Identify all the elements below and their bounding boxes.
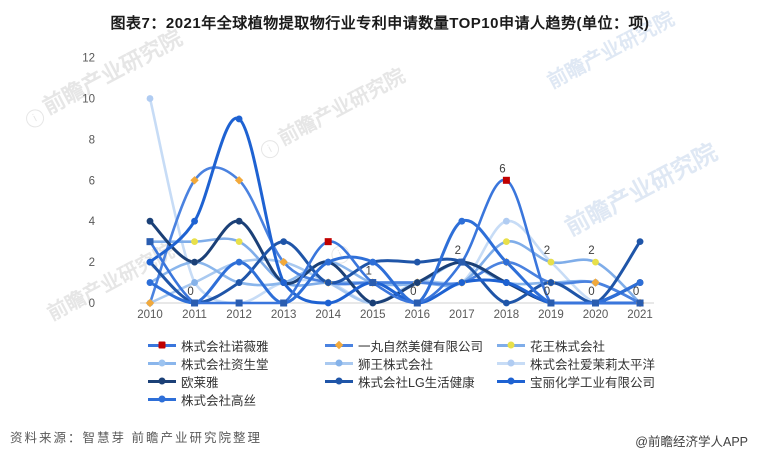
legend-item: 花王株式会社 — [497, 336, 688, 355]
svg-text:10: 10 — [82, 94, 95, 106]
legend-item: 株式会社高丝 — [148, 390, 325, 409]
svg-text:2012: 2012 — [226, 309, 252, 321]
svg-text:2010: 2010 — [137, 309, 163, 321]
legend-label: 狮王株式会社 — [358, 357, 434, 372]
svg-text:2: 2 — [89, 257, 95, 269]
legend-label: 株式会社高丝 — [181, 393, 257, 408]
legend-marker-icon — [148, 341, 176, 349]
legend-label: 一丸自然美健有限公司 — [358, 339, 484, 354]
legend-marker-icon — [497, 377, 525, 385]
legend-item: 欧莱雅 — [148, 372, 325, 391]
legend-marker-icon — [325, 377, 353, 385]
svg-text:2018: 2018 — [494, 309, 520, 321]
svg-text:2015: 2015 — [360, 309, 386, 321]
svg-text:2013: 2013 — [271, 309, 297, 321]
svg-text:0: 0 — [544, 286, 550, 298]
line-chart: 2010 2011 2012 2013 2014 2015 2016 2017 2018 2019… — [82, 53, 654, 321]
svg-text:0: 0 — [187, 286, 193, 298]
series-line — [148, 166, 642, 305]
legend-item: 株式会社爱茉莉太平洋 — [497, 354, 688, 373]
svg-text:2020: 2020 — [583, 309, 609, 321]
svg-text:8: 8 — [89, 134, 95, 146]
legend-marker-icon — [497, 359, 525, 367]
svg-text:12: 12 — [82, 53, 95, 65]
svg-text:0: 0 — [89, 298, 95, 310]
svg-text:2011: 2011 — [182, 309, 207, 321]
legend-item: 株式会社LG生活健康 — [325, 372, 497, 391]
legend-label: 花王株式会社 — [530, 339, 606, 354]
x-axis: 2010 2011 2012 2013 2014 2015 2016 2017 2018 2019… — [137, 302, 654, 321]
svg-text:2: 2 — [588, 245, 594, 257]
legend-marker-icon — [148, 359, 176, 367]
svg-text:0: 0 — [633, 286, 639, 298]
legend-marker-icon — [497, 341, 525, 349]
svg-text:6: 6 — [499, 163, 505, 175]
legend-item: 株式会社资生堂 — [148, 354, 325, 373]
svg-text:1: 1 — [366, 266, 372, 278]
svg-text:6: 6 — [89, 175, 95, 187]
legend-item: 宝丽化学工业有限公司 — [497, 372, 688, 391]
legend-label: 株式会社诺薇雅 — [181, 339, 269, 354]
legend-label: 株式会社爱茉莉太平洋 — [530, 357, 656, 372]
svg-text:0: 0 — [588, 286, 594, 298]
svg-text:0: 0 — [410, 286, 416, 298]
chart-legend: 株式会社诺薇雅 一丸自然美健有限公司 花王株式会社 株式会社资生堂 狮王株式会社 株式会社… — [148, 336, 688, 408]
legend-row: 株式会社高丝 — [148, 390, 688, 408]
y-axis-ticks: 0 2 4 6 8 10 12 — [82, 53, 95, 310]
svg-text:2014: 2014 — [315, 309, 341, 321]
legend-row: 株式会社资生堂 狮王株式会社 株式会社爱茉莉太平洋 — [148, 354, 688, 372]
data-labels: 0 1 0 2 6 0 0 0 2 2 — [187, 163, 639, 298]
svg-text:2019: 2019 — [538, 309, 564, 321]
publisher-credit: @前瞻经济学人APP — [635, 435, 748, 449]
legend-row: 欧莱雅 株式会社LG生活健康 宝丽化学工业有限公司 — [148, 372, 688, 390]
svg-text:2: 2 — [544, 245, 550, 257]
legend-label: 欧莱雅 — [181, 375, 219, 390]
svg-text:2: 2 — [455, 245, 461, 257]
legend-marker-icon — [325, 340, 353, 350]
legend-item: 株式会社诺薇雅 — [148, 336, 325, 355]
legend-label: 宝丽化学工业有限公司 — [530, 375, 656, 390]
legend-marker-icon — [325, 359, 353, 367]
legend-marker-icon — [148, 377, 176, 385]
svg-text:2017: 2017 — [449, 309, 475, 321]
series-markers — [146, 176, 644, 307]
svg-text:2016: 2016 — [405, 309, 431, 321]
legend-marker-icon — [148, 395, 176, 403]
chart-title: 图表7：2021年全球植物提取物行业专利申请数量TOP10申请人趋势(单位：项) — [110, 15, 650, 32]
legend-item: 狮王株式会社 — [325, 354, 497, 373]
legend-label: 株式会社LG生活健康 — [358, 375, 475, 390]
legend-item: 一丸自然美健有限公司 — [325, 336, 497, 355]
data-source-note: 资料来源：智慧芽 前瞻产业研究院整理 — [10, 431, 262, 445]
legend-row: 株式会社诺薇雅 一丸自然美健有限公司 花王株式会社 — [148, 336, 688, 354]
svg-text:2021: 2021 — [627, 309, 653, 321]
series-markers — [145, 176, 645, 308]
svg-text:4: 4 — [89, 216, 96, 228]
legend-label: 株式会社资生堂 — [181, 357, 269, 372]
